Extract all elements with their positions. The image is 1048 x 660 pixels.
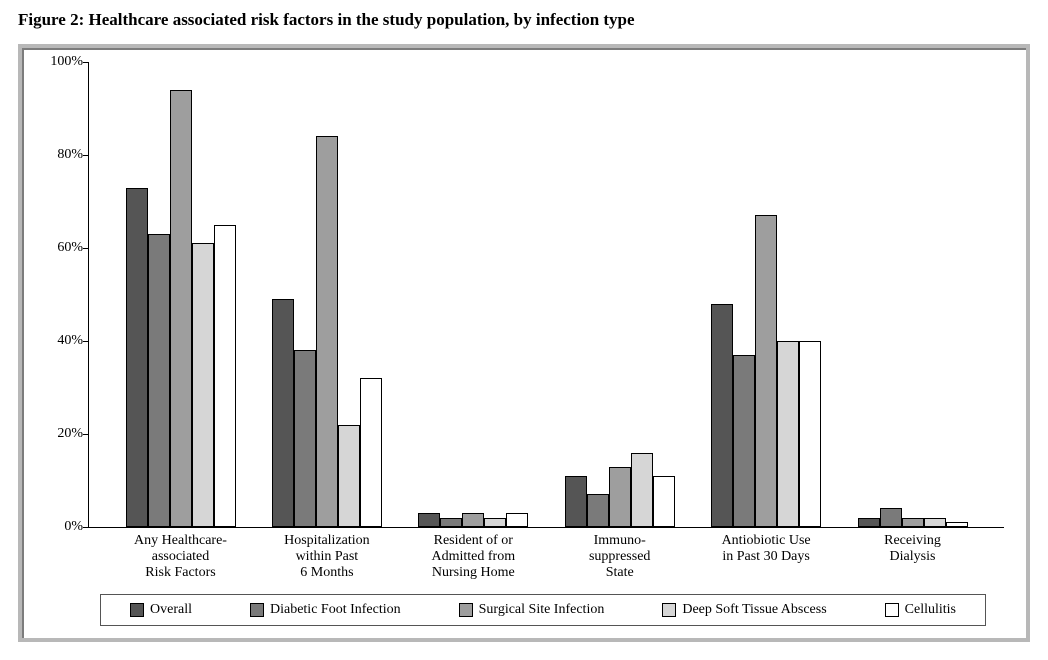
- bar: [565, 476, 587, 527]
- bar: [462, 513, 484, 527]
- bar: [294, 350, 316, 527]
- bar: [880, 508, 902, 527]
- legend-label: Cellulitis: [905, 602, 956, 618]
- bar: [440, 518, 462, 527]
- bar: [858, 518, 880, 527]
- x-label: Hospitalization within Past 6 Months: [284, 527, 370, 581]
- bar-group: Resident of or Admitted from Nursing Hom…: [418, 62, 528, 527]
- bar: [214, 225, 236, 527]
- legend-item: Surgical Site Infection: [459, 602, 605, 618]
- x-label: Any Healthcare- associated Risk Factors: [134, 527, 227, 581]
- bar: [506, 513, 528, 527]
- plot-area: Any Healthcare- associated Risk Factors H…: [88, 62, 1004, 528]
- bar: [170, 90, 192, 527]
- legend-item: Deep Soft Tissue Abscess: [662, 602, 826, 618]
- bar-group: Any Healthcare- associated Risk Factors: [126, 62, 236, 527]
- bar: [733, 355, 755, 527]
- bar-groups: Any Healthcare- associated Risk Factors H…: [89, 62, 1004, 527]
- bar: [484, 518, 506, 527]
- bar: [902, 518, 924, 527]
- bar-group: Immuno- suppressed State: [565, 62, 675, 527]
- bar: [777, 341, 799, 527]
- legend-swatch: [885, 603, 899, 617]
- bar-group: Receiving Dialysis: [858, 62, 968, 527]
- y-tick: 60%: [35, 240, 83, 256]
- legend-item: Cellulitis: [885, 602, 956, 618]
- bar: [946, 522, 968, 527]
- bar: [924, 518, 946, 527]
- bar: [755, 215, 777, 527]
- figure-page: Figure 2: Healthcare associated risk fac…: [0, 0, 1048, 660]
- legend-label: Overall: [150, 602, 192, 618]
- legend-swatch: [250, 603, 264, 617]
- legend-item: Overall: [130, 602, 192, 618]
- bar: [272, 299, 294, 527]
- legend-label: Surgical Site Infection: [479, 602, 605, 618]
- chart-panel: Any Healthcare- associated Risk Factors H…: [18, 44, 1030, 642]
- figure-title: Figure 2: Healthcare associated risk fac…: [18, 10, 635, 30]
- x-label: Receiving Dialysis: [884, 527, 941, 565]
- bar: [609, 467, 631, 527]
- bar: [418, 513, 440, 527]
- legend-swatch: [662, 603, 676, 617]
- x-label: Immuno- suppressed State: [589, 527, 650, 581]
- bar: [799, 341, 821, 527]
- legend-swatch: [459, 603, 473, 617]
- y-tick: 40%: [35, 333, 83, 349]
- legend: Overall Diabetic Foot Infection Surgical S…: [100, 594, 986, 626]
- legend-label: Deep Soft Tissue Abscess: [682, 602, 826, 618]
- y-tick: 0%: [35, 519, 83, 535]
- x-label: Antiobiotic Use in Past 30 Days: [722, 527, 811, 565]
- y-tick: 100%: [35, 54, 83, 70]
- bar: [192, 243, 214, 527]
- bar: [338, 425, 360, 527]
- y-tick: 80%: [35, 147, 83, 163]
- bar: [711, 304, 733, 527]
- bar: [653, 476, 675, 527]
- bar: [316, 136, 338, 527]
- legend-item: Diabetic Foot Infection: [250, 602, 401, 618]
- y-tick: 20%: [35, 426, 83, 442]
- bar-group: Antiobiotic Use in Past 30 Days: [711, 62, 821, 527]
- bar: [360, 378, 382, 527]
- legend-label: Diabetic Foot Infection: [270, 602, 401, 618]
- bar: [587, 494, 609, 527]
- legend-swatch: [130, 603, 144, 617]
- bar: [126, 188, 148, 527]
- bar-group: Hospitalization within Past 6 Months: [272, 62, 382, 527]
- bar: [148, 234, 170, 527]
- bar: [631, 453, 653, 527]
- x-label: Resident of or Admitted from Nursing Hom…: [431, 527, 515, 581]
